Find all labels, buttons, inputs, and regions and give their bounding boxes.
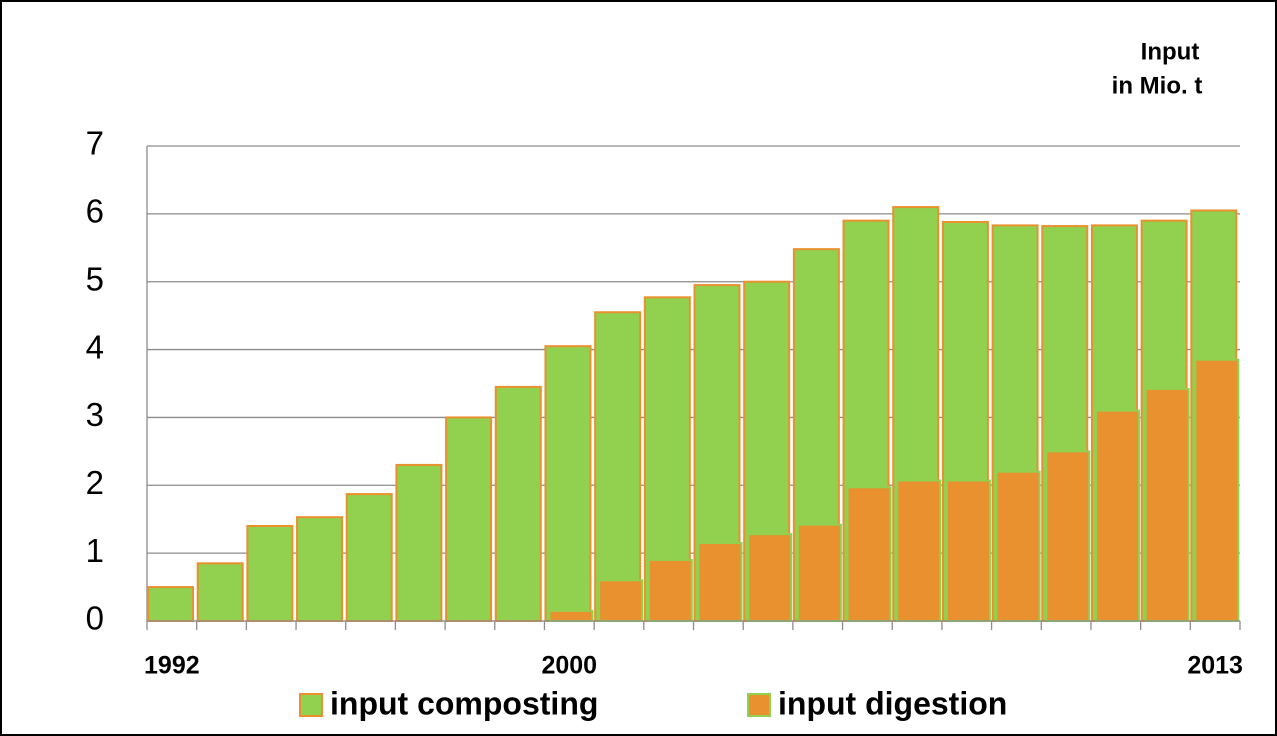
y-tick-label: 1 bbox=[86, 532, 104, 569]
bar bbox=[395, 463, 443, 622]
bar bbox=[697, 541, 743, 623]
bar bbox=[147, 586, 194, 622]
y-tick-label: 0 bbox=[86, 600, 104, 637]
bar bbox=[494, 385, 542, 622]
legend-swatch bbox=[299, 693, 323, 717]
bar bbox=[1045, 450, 1091, 622]
bar bbox=[196, 562, 244, 622]
bar bbox=[747, 533, 793, 623]
x-tick-label: 2000 bbox=[541, 652, 597, 680]
x-tick-label: 1992 bbox=[144, 652, 200, 680]
y-tick-label: 3 bbox=[86, 396, 104, 433]
y-tick-label: 5 bbox=[86, 260, 104, 297]
bar bbox=[647, 558, 693, 623]
bar bbox=[846, 486, 892, 623]
bar bbox=[445, 416, 493, 622]
bar bbox=[1194, 358, 1240, 622]
bar bbox=[995, 470, 1041, 623]
bar bbox=[296, 516, 344, 623]
legend-label: input composting bbox=[330, 685, 598, 721]
legend-label: input digestion bbox=[778, 685, 1007, 721]
bar bbox=[945, 479, 991, 622]
bar bbox=[246, 525, 294, 622]
bar bbox=[896, 479, 942, 622]
bar bbox=[594, 311, 642, 622]
y-tick-label: 2 bbox=[86, 464, 104, 501]
bar bbox=[544, 345, 592, 622]
legend-swatch bbox=[747, 693, 771, 717]
bar bbox=[548, 609, 594, 622]
bar bbox=[1094, 409, 1140, 622]
bar bbox=[345, 493, 393, 623]
y-label: Input bbox=[1141, 38, 1200, 65]
bar bbox=[796, 523, 842, 623]
y-label: in Mio. t bbox=[1112, 72, 1203, 99]
y-tick-label: 6 bbox=[86, 193, 104, 230]
bar bbox=[598, 579, 644, 622]
x-tick-label: 2013 bbox=[1187, 652, 1243, 680]
y-tick-label: 4 bbox=[86, 328, 104, 365]
y-tick-label: 7 bbox=[86, 125, 104, 162]
bar bbox=[1144, 387, 1190, 622]
